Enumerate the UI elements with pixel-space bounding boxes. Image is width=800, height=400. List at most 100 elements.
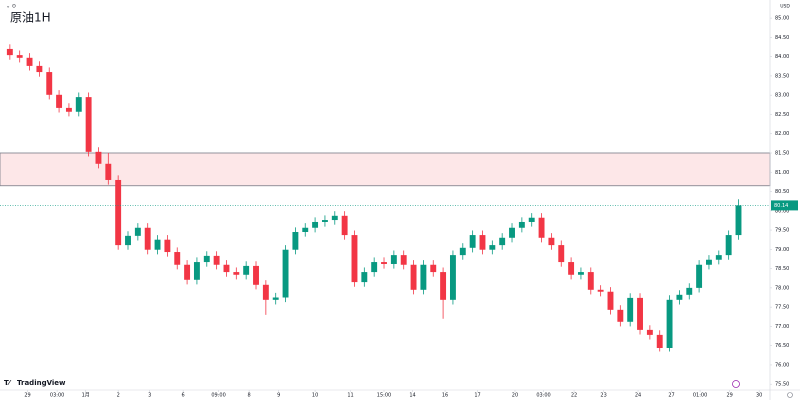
y-tick-label: 79.50 [775,228,789,234]
candle-body [164,239,171,253]
candle-body [193,262,200,280]
y-tick-label: 77.50 [775,305,789,311]
candle-body [174,252,181,265]
x-tick-label: 20 [512,393,518,399]
x-tick-label: 03:00 [50,393,64,399]
x-tick-label: 10 [312,393,318,399]
candle-body [6,48,13,56]
candle-body [479,235,486,250]
candle-body [735,205,742,236]
candle-body [253,265,259,285]
candle-body [272,297,279,300]
candle-body [312,221,319,228]
x-tick-label: 9 [277,393,280,399]
event-marker[interactable] [732,380,740,388]
series-toggle[interactable]: ⌄ ⊙ [6,4,16,10]
candle-body [607,291,614,310]
candle-body [548,237,555,246]
y-tick-label: 76.00 [775,362,789,368]
x-tick-label: 17 [474,393,480,399]
candle-body [282,249,289,298]
y-tick-label: 78.00 [775,285,789,291]
candle-body [430,264,437,273]
candle-body [646,329,653,335]
candle-body [223,264,230,273]
candle-body [637,297,643,330]
candle-body [449,255,456,300]
brand-name: TradingView [17,379,66,387]
candle-body [115,179,122,246]
x-tick-label: 30 [756,393,762,399]
plot-area [0,44,771,352]
x-tick-label: 14 [409,393,415,399]
candle-body [518,221,525,228]
x-tick-label: 27 [668,393,674,399]
candle-body [262,284,269,300]
candle-body [568,262,575,275]
candle-body [696,264,703,288]
x-tick-label: 03:00 [536,393,550,399]
candle-body [499,237,506,246]
candle-body [243,265,250,275]
chart-title: 原油1H [10,11,51,25]
x-tick-label: 8 [248,393,251,399]
candle-body [46,72,53,95]
candle-body [656,334,663,348]
candle-body [203,255,210,263]
candle-body [95,151,102,164]
y-tick-label: 79.00 [775,247,789,253]
x-tick-label: 29 [726,393,732,399]
y-tick-label: 83.50 [775,73,789,79]
last-price-badge [771,200,798,211]
candle-body [459,247,466,256]
x-tick-label: 22 [571,393,577,399]
settings-button[interactable] [787,392,793,398]
x-tick-label: 24 [635,393,641,399]
candle-body [292,231,299,250]
candle-body [489,245,496,250]
candle-body [705,259,712,265]
x-tick-label: 16 [442,393,448,399]
candle-body [302,227,309,232]
price-zone [0,152,771,187]
candle-body [509,227,515,238]
candle-body [85,97,92,152]
candle-body [56,94,63,108]
candle-body [331,215,338,221]
y-tick-label: 78.50 [775,266,789,272]
x-tick-label: 09:00 [211,393,225,399]
x-tick-label: 23 [600,393,606,399]
candle-body [558,245,565,263]
candle-body [16,55,23,58]
x-tick-label: 15:00 [377,393,391,399]
candle-body [725,235,732,256]
candle-body [528,217,535,222]
y-tick-label: 82.50 [775,112,789,118]
candle-body [627,297,634,322]
y-tick-label: 80.50 [775,189,789,195]
candle-body [410,264,417,290]
x-tick-label: 2 [117,393,120,399]
x-tick-label: 6 [182,393,185,399]
candle-body [65,107,72,112]
candle-body [125,235,131,246]
candle-body [361,272,368,283]
x-tick-label: 1月 [82,393,90,399]
last-price-label: 80.14 [774,203,788,209]
candle-body [134,227,141,236]
candle-body [617,309,624,322]
candle-body [184,264,191,280]
y-tick-label: 84.00 [775,54,789,60]
candle-body [341,215,348,236]
candle-body [440,272,447,300]
x-tick-label: 01:00 [693,393,707,399]
candle-body [420,264,427,290]
candle-body [390,255,397,264]
candle-body [469,235,476,248]
y-tick-label: 81.00 [775,170,789,176]
candle-body [686,287,693,295]
y-tick-label: 75.50 [775,382,789,388]
candle-body [26,57,33,66]
candle-body [105,163,112,180]
